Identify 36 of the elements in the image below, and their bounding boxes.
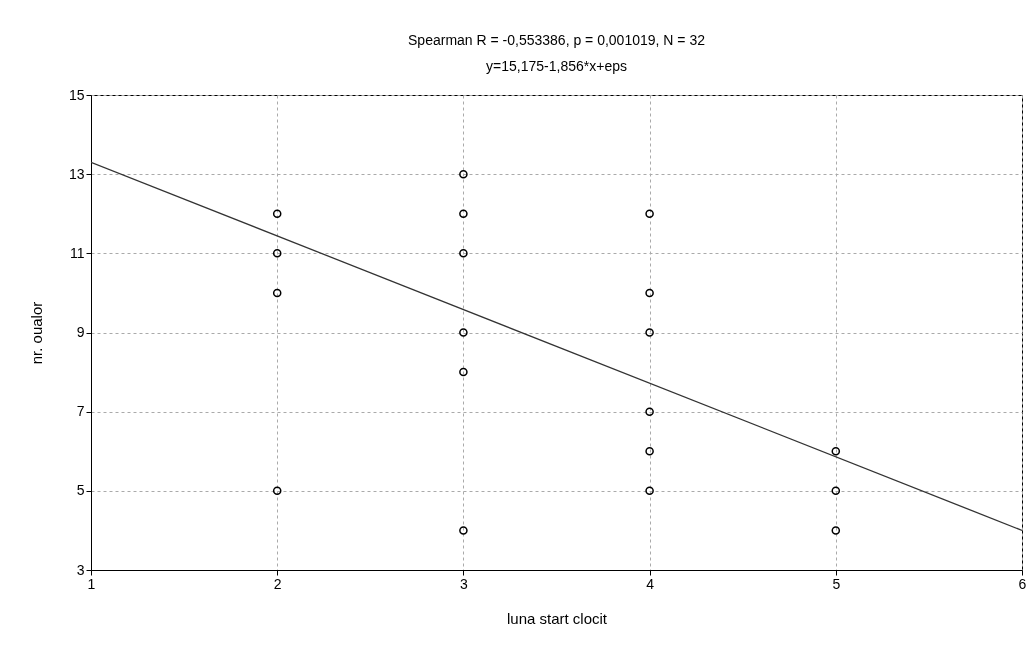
y-axis-title: nr. oualor	[27, 301, 45, 365]
point	[459, 526, 468, 535]
point	[645, 209, 654, 219]
point	[459, 328, 468, 337]
chart-subtitle: y=15,175-1,856*x+eps	[486, 58, 627, 74]
chart-title: Spearman R = -0,553386, p = 0,001019, N = 32	[408, 32, 706, 48]
point	[645, 328, 654, 337]
y-tick-label: 15	[68, 86, 85, 103]
point	[272, 288, 282, 298]
point	[831, 526, 841, 535]
y-tick-label: 13	[68, 165, 85, 182]
point	[459, 209, 468, 219]
x-axis-title: luna start clocit	[506, 609, 608, 627]
point	[645, 446, 654, 456]
point	[272, 209, 282, 219]
point	[645, 486, 654, 496]
point	[459, 249, 468, 258]
point	[645, 407, 654, 416]
y-tick-label: 3	[76, 561, 85, 578]
point	[272, 249, 282, 258]
point	[645, 288, 654, 298]
y-tick-label: 9	[76, 324, 85, 340]
point	[459, 367, 468, 377]
x-tick-label: 4	[646, 575, 655, 592]
y-tick-label: 7	[76, 403, 85, 420]
x-tick-label: 3	[460, 575, 468, 592]
point	[831, 446, 841, 456]
x-tick-label: 1	[87, 575, 96, 592]
y-tick-label: 11	[69, 244, 85, 261]
point	[459, 169, 468, 179]
point	[831, 486, 841, 496]
x-tick-label: 5	[832, 575, 841, 592]
y-tick-label: 5	[76, 482, 85, 499]
x-tick-label: 6	[1018, 575, 1027, 592]
point	[272, 486, 282, 496]
x-tick-label: 2	[273, 575, 282, 592]
